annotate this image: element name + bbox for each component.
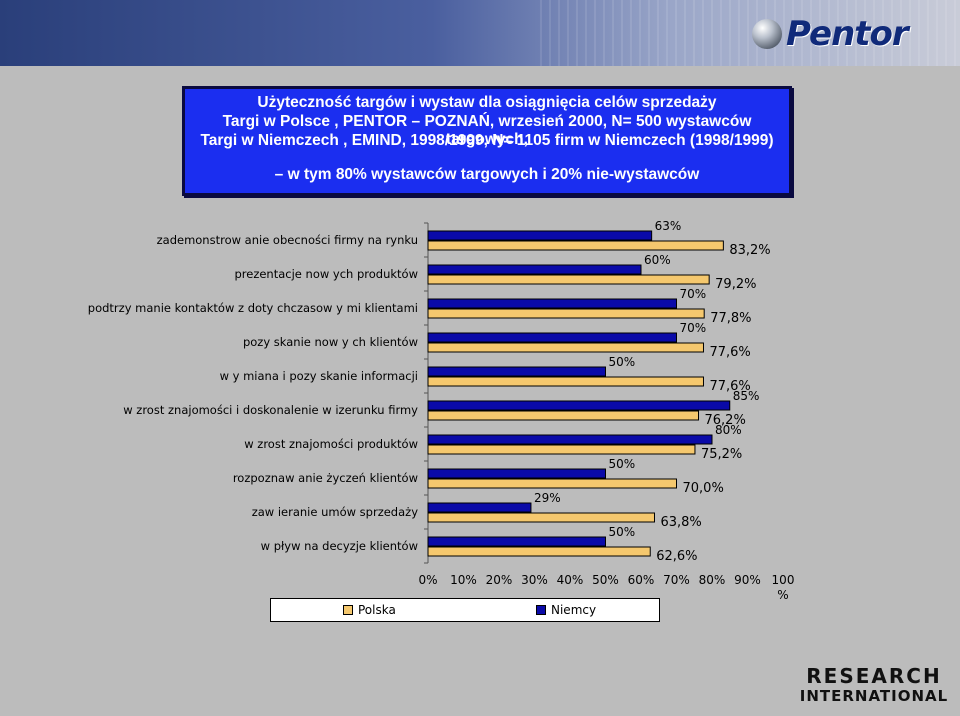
pentor-logo-text: Pentor	[786, 14, 909, 54]
bar-polska	[427, 308, 705, 319]
data-label-polska: 63,8%	[660, 515, 701, 530]
data-label-niemcy: 60%	[644, 253, 671, 267]
category-label: w zrost znajomości produktów	[244, 437, 418, 451]
title-line-1: Użyteczność targów i wystaw dla osiągnię…	[257, 94, 717, 111]
category-label: rozpoznaw anie życzeń klientów	[233, 471, 418, 485]
title-line-4: – w tym 80% wystawców targowych i 20% ni…	[274, 166, 700, 183]
bar-niemcy	[427, 434, 713, 445]
x-tick-label: 100%	[772, 573, 795, 602]
category-label: pozy skanie now y ch klientów	[243, 335, 418, 349]
data-label-niemcy: 80%	[715, 423, 742, 437]
legend-swatch-polska	[343, 605, 353, 615]
bar-niemcy	[427, 230, 653, 241]
research-international-logo: RESEARCH INTERNATIONAL	[796, 666, 952, 706]
category-label: prezentacje now ych produktów	[234, 267, 418, 281]
x-tick-label: 40%	[557, 573, 584, 587]
x-tick-label: 80%	[699, 573, 726, 587]
x-tick-label: 20%	[486, 573, 513, 587]
data-label-polska: 77,6%	[709, 345, 750, 360]
category-label: zademonstrow anie obecności firmy na ryn…	[157, 233, 418, 247]
legend-item-polska: Polska	[343, 603, 396, 617]
research-logo-line-1: RESEARCH	[806, 664, 942, 688]
bar-niemcy	[427, 502, 532, 513]
data-label-niemcy: 50%	[609, 457, 636, 471]
bar-polska	[427, 274, 710, 285]
bar-polska	[427, 444, 696, 455]
x-tick-label: 50%	[592, 573, 619, 587]
data-label-niemcy: 70%	[680, 287, 707, 301]
bar-polska	[427, 410, 700, 421]
x-tick-label: 70%	[663, 573, 690, 587]
bar-niemcy	[427, 536, 606, 547]
bar-polska	[427, 512, 655, 523]
data-label-polska: 75,2%	[701, 447, 742, 462]
x-tick-label: 30%	[521, 573, 548, 587]
x-tick-label: 90%	[734, 573, 761, 587]
data-label-polska: 83,2%	[729, 243, 770, 258]
data-label-polska: 79,2%	[715, 277, 756, 292]
x-tick-label: 60%	[628, 573, 655, 587]
pentor-logo: Pentor	[752, 14, 909, 54]
header-band	[0, 0, 960, 66]
data-label-polska: 70,0%	[683, 481, 724, 496]
data-label-niemcy: 85%	[733, 389, 760, 403]
header-stripes	[540, 0, 960, 66]
legend-swatch-niemcy	[536, 605, 546, 615]
data-label-polska: 62,6%	[656, 549, 697, 564]
bar-polska	[427, 342, 704, 353]
title-line-3: Targi w Niemczech , EMIND, 1998/1999, N=…	[200, 132, 774, 149]
data-label-niemcy: 50%	[609, 525, 636, 539]
bar-niemcy	[427, 400, 731, 411]
legend-label-niemcy: Niemcy	[551, 603, 597, 617]
x-tick-label: 0%	[418, 573, 437, 587]
bar-niemcy	[427, 298, 677, 309]
category-label: w y miana i pozy skanie informacji	[220, 369, 418, 383]
category-label: w zrost znajomości i doskonalenie w izer…	[123, 403, 418, 417]
title-line-2: Targi w Polsce , PENTOR – POZNAŃ, wrzesi…	[222, 113, 752, 148]
legend-label-polska: Polska	[358, 603, 396, 617]
legend-item-niemcy: Niemcy	[536, 603, 596, 617]
data-label-polska: 77,8%	[710, 311, 751, 326]
category-label: zaw ieranie umów sprzedaży	[252, 505, 419, 519]
data-label-polska: 77,6%	[709, 379, 750, 394]
data-label-niemcy: 70%	[680, 321, 707, 335]
bar-niemcy	[427, 468, 606, 479]
data-label-niemcy: 63%	[655, 219, 682, 233]
chart-legend: Polska Niemcy	[270, 598, 660, 622]
bar-niemcy	[427, 366, 606, 377]
bar-niemcy	[427, 332, 677, 343]
title-box: Użyteczność targów i wystaw dla osiągnię…	[182, 86, 792, 196]
pentor-sphere-icon	[752, 19, 782, 49]
data-label-niemcy: 29%	[534, 491, 561, 505]
category-label: podtrzy manie kontaktów z doty chczasow …	[88, 301, 418, 315]
data-label-niemcy: 50%	[609, 355, 636, 369]
research-logo-line-2: INTERNATIONAL	[799, 687, 949, 705]
bar-polska	[427, 546, 651, 557]
x-tick-label: 10%	[450, 573, 477, 587]
data-label-polska: 76,2%	[705, 413, 746, 428]
bar-polska	[427, 478, 677, 489]
bar-polska	[427, 240, 724, 251]
bar-niemcy	[427, 264, 642, 275]
bar-polska	[427, 376, 704, 387]
category-label: w pływ na decyzje klientów	[261, 539, 418, 553]
